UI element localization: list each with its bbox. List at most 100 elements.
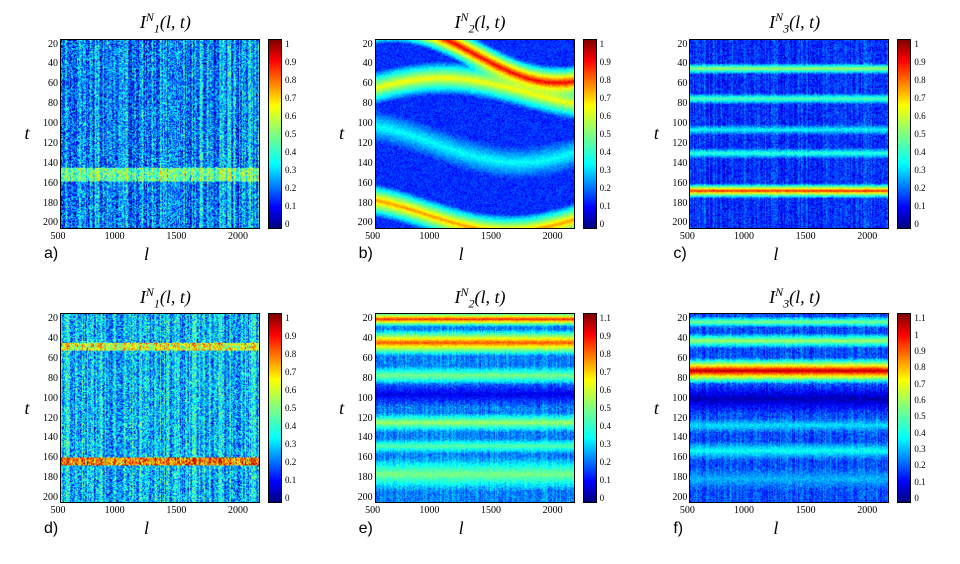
x-axis-label: l [773, 518, 778, 539]
x-ticks: 500100015002000 [58, 231, 258, 242]
y-tick: 180 [34, 198, 58, 209]
panel-letter: c) [659, 245, 713, 263]
panel-footer: f) l [659, 518, 940, 539]
colorbar-tick: 0.5 [600, 403, 611, 413]
y-tick: 60 [663, 78, 687, 89]
colorbar-tick: 1 [914, 39, 925, 49]
y-tick: 80 [34, 373, 58, 384]
x-axis-label: l [144, 244, 149, 265]
panel-letter: e) [345, 520, 399, 538]
y-tick: 100 [349, 393, 373, 404]
y-tick: 180 [349, 198, 373, 209]
x-axis-label: l [773, 244, 778, 265]
colorbar-tick: 0.1 [914, 201, 925, 211]
x-axis-label: l [144, 518, 149, 539]
panel-title: IN1(l, t) [20, 285, 311, 312]
panel-letter: a) [30, 245, 84, 263]
colorbar-tick: 0 [285, 219, 296, 229]
title-sup: N [146, 285, 154, 299]
heatmap [689, 313, 889, 503]
y-tick: 120 [349, 138, 373, 149]
x-tick: 2000 [857, 231, 877, 242]
colorbar-tick: 0.2 [285, 457, 296, 467]
plot-wrap: t2040608010012014016018020010.90.80.70.6… [20, 39, 311, 229]
y-ticks: 20406080100120140160180200 [349, 313, 375, 503]
y-tick: 160 [34, 178, 58, 189]
colorbar-tick: 0.8 [914, 75, 925, 85]
y-axis-label: t [20, 39, 34, 229]
colorbar-tick: 0.1 [285, 475, 296, 485]
colorbar-tick: 0.4 [914, 147, 925, 157]
panel-d: IN1(l, t)t2040608010012014016018020010.9… [20, 285, 311, 540]
heatmap [375, 313, 575, 503]
y-tick: 200 [663, 492, 687, 503]
colorbar-tick: 0.8 [285, 75, 296, 85]
colorbar-tick: 0 [600, 493, 611, 503]
x-tick: 1000 [419, 231, 439, 242]
y-tick: 60 [663, 353, 687, 364]
panel-footer: a) l [30, 244, 311, 265]
x-tick: 1000 [105, 505, 125, 516]
y-ticks: 20406080100120140160180200 [663, 39, 689, 229]
colorbar-tick: 0.7 [285, 367, 296, 377]
x-axis-label: l [459, 518, 464, 539]
y-tick: 40 [349, 333, 373, 344]
colorbar-ticks: 1.110.90.80.70.60.50.40.30.20.10 [914, 313, 925, 503]
colorbar-tick: 1 [285, 39, 296, 49]
panel-title: IN3(l, t) [649, 285, 940, 312]
y-tick: 80 [349, 98, 373, 109]
y-tick: 60 [349, 353, 373, 364]
x-tick: 1500 [481, 231, 501, 242]
panel-title: IN2(l, t) [335, 285, 626, 312]
colorbar-tick: 0.3 [914, 165, 925, 175]
x-ticks: 500100015002000 [687, 231, 887, 242]
colorbar [268, 39, 282, 229]
plot-wrap: t2040608010012014016018020010.90.80.70.6… [649, 39, 940, 229]
y-tick: 200 [34, 217, 58, 228]
x-tick: 500 [680, 505, 695, 516]
x-tick: 2000 [543, 505, 563, 516]
colorbar-tick: 0.6 [285, 111, 296, 121]
colorbar-tick: 0 [914, 493, 925, 503]
colorbar [583, 39, 597, 229]
colorbar-tick: 0.5 [914, 411, 925, 421]
colorbar-tick: 0.4 [600, 147, 611, 157]
colorbar-tick: 1 [600, 39, 611, 49]
colorbar-tick: 0.5 [285, 129, 296, 139]
y-tick: 80 [663, 98, 687, 109]
x-tick: 2000 [543, 231, 563, 242]
title-args: (l, t) [160, 287, 191, 307]
y-tick: 120 [34, 413, 58, 424]
x-tick: 500 [51, 505, 66, 516]
panel-letter: f) [659, 520, 713, 538]
colorbar-tick: 0.7 [285, 93, 296, 103]
x-tick: 500 [51, 231, 66, 242]
x-tick: 500 [365, 231, 380, 242]
colorbar-tick: 0.8 [914, 362, 925, 372]
colorbar-ticks: 10.90.80.70.60.50.40.30.20.10 [914, 39, 925, 229]
colorbar-tick: 0.9 [914, 57, 925, 67]
y-tick: 120 [34, 138, 58, 149]
y-tick: 180 [34, 472, 58, 483]
colorbar-tick: 0.4 [914, 428, 925, 438]
panel-b: IN2(l, t)t2040608010012014016018020010.9… [335, 10, 626, 265]
x-axis-label: l [459, 244, 464, 265]
x-ticks: 500100015002000 [58, 505, 258, 516]
panel-footer: e) l [345, 518, 626, 539]
x-tick: 1000 [734, 231, 754, 242]
x-ticks: 500100015002000 [687, 505, 887, 516]
y-tick: 140 [663, 158, 687, 169]
title-sup: N [460, 10, 468, 24]
colorbar-tick: 1.1 [914, 313, 925, 323]
y-tick: 180 [663, 472, 687, 483]
y-tick: 60 [349, 78, 373, 89]
colorbar-tick: 0.1 [914, 477, 925, 487]
y-axis-label: t [20, 313, 34, 503]
colorbar-ticks: 1.10.90.80.70.60.50.40.30.20.10 [600, 313, 611, 503]
y-tick: 100 [34, 393, 58, 404]
y-tick: 140 [663, 432, 687, 443]
title-sup: N [775, 285, 783, 299]
y-axis-label: t [649, 39, 663, 229]
colorbar-tick: 1.1 [600, 313, 611, 323]
colorbar-tick: 0.2 [285, 183, 296, 193]
